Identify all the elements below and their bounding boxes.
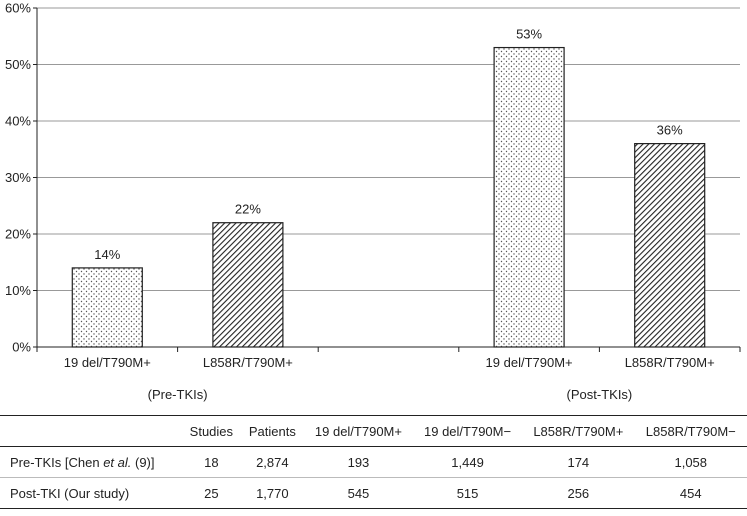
row-label: Post-TKI (Our study) [0, 477, 182, 509]
table-header-cell: 19 del/T790M+ [303, 415, 413, 447]
data-table: Studies Patients 19 del/T790M+ 19 del/T7… [0, 415, 747, 509]
category-label: 19 del/T790M+ [486, 355, 573, 370]
table-cell: 1,058 [634, 446, 747, 478]
category-label: 19 del/T790M+ [64, 355, 151, 370]
data-label: 14% [94, 247, 120, 262]
table-header-cell: L858R/T790M− [634, 415, 747, 447]
bar-chart: 0% 10% 20% 30% 40% 50% 60% 14% 22% 53% 36% 19 del… [5, 1, 741, 402]
table-row: Pre-TKIs [Chen et al. (9)] 18 2,874 193 … [0, 446, 747, 478]
table-header-cell: Studies [181, 415, 241, 447]
y-tick-label: 0% [12, 340, 31, 355]
table-cell: 256 [522, 477, 635, 509]
y-tick-label: 20% [5, 227, 31, 242]
group-label: (Pre-TKIs) [148, 387, 208, 402]
row-label-italic: et al. [103, 454, 132, 470]
table-cell: 1,770 [240, 477, 304, 509]
y-axis-ticks: 0% 10% 20% 30% 40% 50% 60% [5, 1, 37, 355]
group-label: (Post-TKIs) [567, 387, 633, 402]
x-axis: 19 del/T790M+ L858R/T790M+ 19 del/T790M+ L8… [36, 8, 741, 370]
table-cell: 515 [413, 477, 523, 509]
category-label: L858R/T790M+ [203, 355, 293, 370]
table-cell: 174 [522, 446, 635, 478]
row-label-suffix: (9)] [131, 454, 155, 470]
table-header-row: Studies Patients 19 del/T790M+ 19 del/T7… [0, 415, 747, 447]
table-cell: 1,449 [413, 446, 523, 478]
category-label: L858R/T790M+ [625, 355, 715, 370]
table-cell: 2,874 [240, 446, 304, 478]
data-label: 36% [657, 123, 683, 138]
table-header-cell: Patients [240, 415, 304, 447]
table-cell: 545 [303, 477, 413, 509]
bar [493, 46, 565, 348]
bar [71, 267, 143, 348]
table-cell: 18 [181, 446, 241, 478]
table-cell: 25 [181, 477, 241, 509]
bar [212, 222, 284, 348]
data-label: 22% [235, 202, 261, 217]
table-row: Post-TKI (Our study) 25 1,770 545 515 25… [0, 477, 747, 509]
table-cell: 193 [303, 446, 413, 478]
data-labels: 14% 22% 53% 36% [94, 27, 683, 262]
bar [634, 143, 706, 348]
bars [71, 46, 706, 348]
table-header-cell [0, 415, 182, 447]
y-tick-label: 10% [5, 283, 31, 298]
y-tick-label: 30% [5, 170, 31, 185]
y-tick-label: 50% [5, 57, 31, 72]
row-label-prefix: Pre-TKIs [Chen [10, 454, 104, 470]
table-cell: 454 [634, 477, 747, 509]
row-label: Pre-TKIs [Chen et al. (9)] [0, 446, 182, 478]
y-gridlines [37, 7, 740, 348]
y-tick-label: 40% [5, 114, 31, 129]
data-label: 53% [516, 27, 542, 42]
table-header-cell: 19 del/T790M− [413, 415, 523, 447]
table-header-cell: L858R/T790M+ [522, 415, 635, 447]
y-tick-label: 60% [5, 1, 31, 16]
group-labels: (Pre-TKIs) (Post-TKIs) [148, 387, 633, 402]
